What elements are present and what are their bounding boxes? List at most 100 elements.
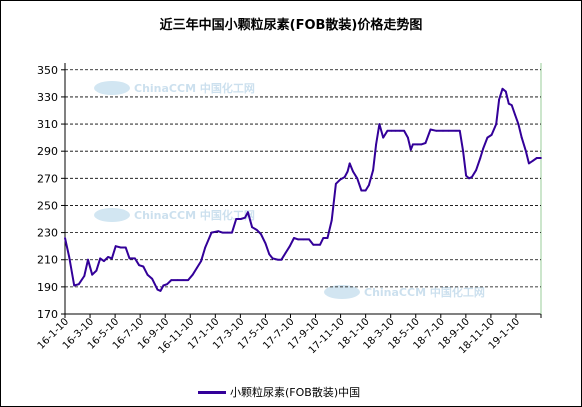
- data-point: [335, 182, 337, 185]
- data-point: [465, 174, 467, 177]
- data-point: [468, 177, 470, 180]
- data-point: [525, 150, 527, 153]
- data-point: [204, 246, 207, 249]
- data-point: [142, 265, 145, 268]
- data-point: [111, 257, 113, 260]
- data-point: [330, 219, 333, 222]
- data-point: [495, 123, 498, 125]
- data-point: [504, 90, 507, 93]
- y-tick-label: 210: [37, 254, 58, 267]
- watermark-logo: ChinaCCM 中国化工网: [94, 81, 255, 95]
- data-point: [501, 87, 504, 90]
- data-point: [271, 257, 274, 260]
- data-point: [162, 284, 165, 287]
- data-point: [128, 257, 131, 260]
- data-point: [510, 104, 513, 106]
- data-point: [394, 129, 397, 132]
- y-tick-label: 310: [37, 118, 58, 131]
- data-point: [217, 230, 220, 233]
- y-tick-label: 270: [37, 172, 58, 185]
- data-point: [435, 129, 438, 132]
- watermarks: ChinaCCM 中国化工网 ChinaCCM 中国化工网 ChinaCCM 中国化…: [94, 81, 485, 299]
- data-point: [462, 150, 464, 153]
- y-tick-label: 230: [37, 227, 58, 240]
- data-point: [196, 267, 198, 269]
- data-point: [68, 256, 71, 258]
- y-tick-label: 250: [37, 199, 58, 212]
- data-point: [210, 231, 213, 234]
- data-point: [280, 258, 283, 261]
- data-point: [319, 243, 321, 246]
- data-point: [239, 218, 242, 220]
- data-point: [403, 129, 405, 132]
- data-point: [448, 129, 450, 132]
- data-point: [138, 264, 141, 267]
- data-point: [288, 245, 291, 248]
- data-point: [264, 242, 267, 245]
- watermark-text: ChinaCCM 中国化工网: [134, 81, 255, 95]
- data-point: [517, 123, 520, 125]
- data-point: [528, 162, 530, 165]
- data-point: [507, 102, 510, 105]
- data-point: [412, 143, 414, 146]
- data-point: [231, 231, 233, 234]
- data-point: [260, 233, 262, 235]
- data-point: [486, 136, 489, 139]
- data-point: [302, 238, 305, 241]
- data-point: [475, 169, 477, 172]
- data-point: [375, 143, 377, 146]
- series-layer: [64, 87, 542, 292]
- data-point: [226, 231, 229, 234]
- data-point: [95, 269, 98, 272]
- data-point: [235, 218, 238, 220]
- data-point: [159, 290, 162, 292]
- data-point: [490, 134, 493, 136]
- data-point: [471, 176, 473, 178]
- data-point: [339, 178, 341, 181]
- data-point: [268, 253, 271, 256]
- data-point: [352, 170, 354, 173]
- watermark-text: ChinaCCM 中国化工网: [134, 208, 255, 222]
- data-point: [520, 136, 523, 139]
- data-point: [364, 189, 367, 192]
- data-point: [73, 284, 76, 287]
- y-tick-label: 330: [37, 91, 58, 104]
- data-point: [187, 279, 190, 281]
- x-axis: 16-1-1016-3-1016-5-1016-7-1016-9-1016-11…: [36, 314, 542, 356]
- data-point: [420, 143, 423, 146]
- y-tick-label: 290: [37, 145, 58, 158]
- data-point: [368, 184, 370, 187]
- data-point: [176, 279, 179, 281]
- data-point: [458, 129, 461, 132]
- data-point: [429, 128, 432, 131]
- data-point: [382, 136, 385, 139]
- data-point: [103, 260, 105, 262]
- data-point: [532, 159, 534, 162]
- data-point: [540, 157, 542, 159]
- chart-title: 近三年中国小颗粒尿素(FOB散装)价格走势图: [159, 18, 423, 33]
- data-point: [64, 237, 66, 239]
- data-point: [251, 226, 254, 229]
- data-point: [200, 260, 203, 262]
- gridlines: [64, 63, 542, 315]
- data-point: [479, 157, 482, 159]
- legend-label: 小颗粒尿素(FOB散装)中国: [230, 386, 361, 399]
- data-point: [134, 257, 136, 260]
- data-point: [409, 148, 412, 151]
- series-line: [64, 87, 541, 292]
- data-point: [114, 245, 117, 248]
- data-point: [255, 229, 258, 231]
- data-point: [482, 147, 485, 150]
- data-point: [119, 246, 122, 249]
- data-point: [498, 98, 500, 101]
- data-point: [442, 129, 444, 132]
- data-point: [146, 273, 149, 276]
- data-point: [390, 129, 393, 132]
- data-point: [221, 231, 224, 234]
- data-point: [87, 258, 89, 261]
- data-point: [308, 238, 310, 241]
- data-point: [326, 237, 329, 239]
- data-point: [191, 273, 194, 276]
- data-point: [407, 136, 409, 139]
